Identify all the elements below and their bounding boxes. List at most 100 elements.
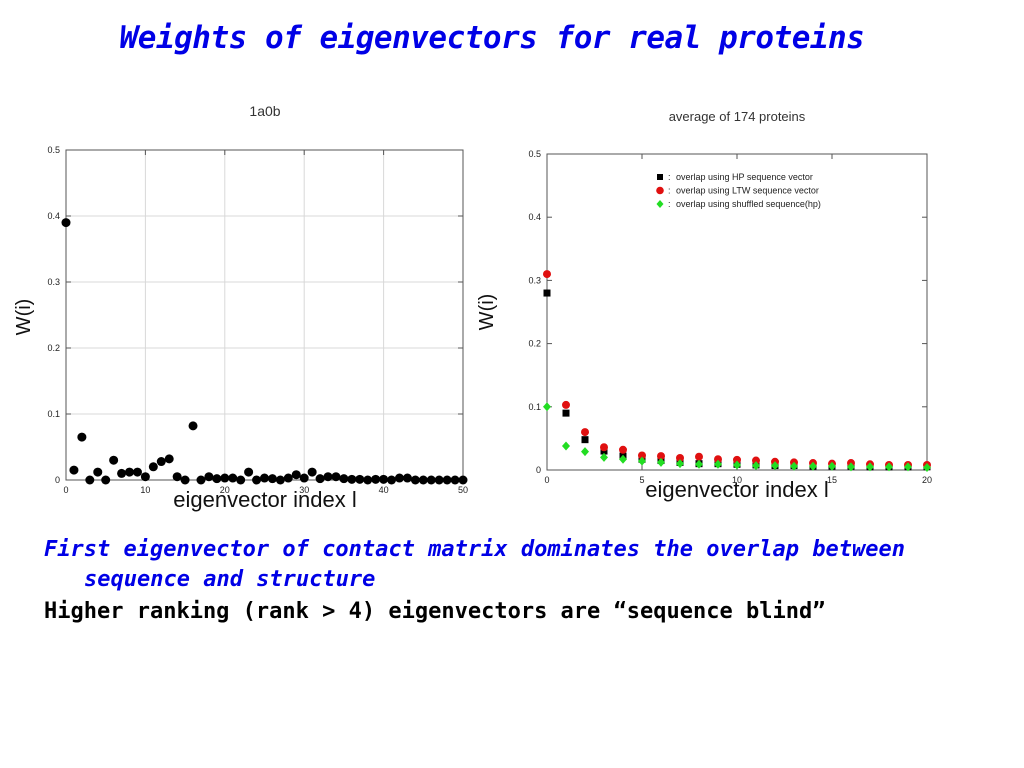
data-point	[125, 467, 135, 477]
data-point	[275, 475, 285, 485]
legend-label: overlap using LTW sequence vector	[676, 186, 819, 196]
data-point	[69, 465, 79, 475]
x-tick-label: 20	[220, 485, 230, 495]
data-point	[714, 455, 722, 464]
y-tick-label: 0.2	[47, 343, 60, 353]
data-point	[323, 472, 333, 482]
data-point	[809, 461, 817, 471]
data-point	[204, 472, 214, 482]
data-point	[228, 473, 238, 483]
data-point	[101, 475, 111, 485]
data-point	[267, 474, 277, 484]
data-point	[866, 462, 874, 472]
y-tick-label: 0.3	[47, 277, 60, 287]
data-point	[426, 475, 436, 485]
y-axis-label: W(i)	[476, 294, 498, 331]
chart-title: average of 174 proteins	[669, 109, 806, 124]
data-point	[638, 456, 646, 466]
x-tick-label: 0	[544, 475, 549, 485]
y-tick-label: 0.5	[528, 149, 541, 159]
data-point	[752, 461, 760, 471]
data-point	[904, 462, 912, 472]
data-point	[260, 473, 269, 483]
bullet-list: First eigenvector of contact matrix domi…	[44, 535, 984, 627]
data-point	[434, 475, 444, 485]
y-tick-label: 0.3	[528, 275, 541, 285]
data-point	[315, 474, 325, 484]
data-point	[196, 475, 206, 485]
data-point	[410, 475, 420, 485]
data-point	[562, 400, 570, 409]
data-point	[695, 459, 703, 469]
data-point	[923, 462, 931, 472]
data-point	[85, 475, 95, 485]
legend-separator: :	[668, 172, 671, 182]
x-tick-label: 30	[299, 485, 309, 495]
data-point	[61, 218, 71, 228]
data-point	[828, 461, 836, 471]
data-point	[847, 462, 855, 472]
legend-label: overlap using shuffled sequence(hp)	[676, 199, 821, 209]
data-point	[291, 470, 301, 480]
y-tick-label: 0.5	[47, 145, 60, 155]
data-point	[676, 459, 684, 469]
y-tick-label: 0.4	[47, 211, 60, 221]
data-point	[714, 459, 722, 469]
data-point	[600, 443, 608, 452]
data-point	[752, 456, 760, 465]
data-point	[212, 474, 222, 484]
x-tick-label: 40	[379, 485, 389, 495]
data-point	[450, 475, 460, 485]
bullet-2: Higher ranking (rank > 4) eigenvectors a…	[44, 599, 826, 624]
x-tick-label: 5	[639, 475, 644, 485]
y-tick-label: 0.1	[47, 409, 60, 419]
y-axis-label: W(i)	[13, 299, 35, 336]
data-point	[581, 447, 589, 457]
legend-label: overlap using HP sequence vector	[676, 172, 813, 182]
data-point	[180, 475, 190, 485]
legend-marker	[656, 200, 664, 208]
x-axis-label: eigenvector index l	[173, 487, 356, 512]
y-tick-label: 0	[55, 475, 60, 485]
data-point	[347, 474, 357, 484]
data-point	[885, 462, 893, 472]
data-point	[164, 454, 174, 464]
x-tick-label: 50	[458, 485, 468, 495]
data-point	[581, 428, 589, 437]
data-point	[562, 409, 570, 417]
data-point	[299, 473, 309, 483]
x-axis-label: eigenvector index l	[645, 477, 828, 502]
data-point	[543, 402, 551, 412]
data-point	[283, 473, 293, 483]
legend-separator: :	[668, 186, 671, 196]
data-point	[132, 467, 142, 477]
bullet-1: First eigenvector of contact matrix domi…	[44, 537, 905, 592]
data-point	[331, 472, 341, 482]
data-point	[379, 474, 389, 484]
data-point	[220, 473, 230, 483]
data-point	[236, 475, 246, 485]
chart-title: 1a0b	[249, 103, 280, 119]
chart-1a0b: 1a0b 0 0.1 0.2 0.3 0.4 0.5 0 10 20 30 40 50 W(i) eigen…	[13, 103, 468, 512]
data-point	[543, 289, 551, 297]
legend-marker	[656, 186, 664, 195]
data-point	[109, 455, 119, 465]
data-point	[733, 455, 741, 464]
data-point	[402, 473, 412, 483]
y-tick-label: 0	[536, 465, 541, 475]
data-point	[339, 474, 349, 484]
data-point	[695, 452, 703, 461]
data-point	[394, 473, 404, 483]
data-point	[733, 460, 741, 470]
data-point	[140, 472, 150, 482]
x-tick-label: 15	[827, 475, 837, 485]
data-point	[562, 441, 570, 451]
data-point	[188, 421, 198, 431]
x-tick-label: 10	[732, 475, 742, 485]
data-point	[355, 474, 365, 484]
data-point	[307, 467, 317, 477]
legend-separator: :	[668, 199, 671, 209]
data-point	[244, 467, 254, 477]
data-point	[600, 452, 608, 462]
y-tick-label: 0.4	[528, 212, 541, 222]
